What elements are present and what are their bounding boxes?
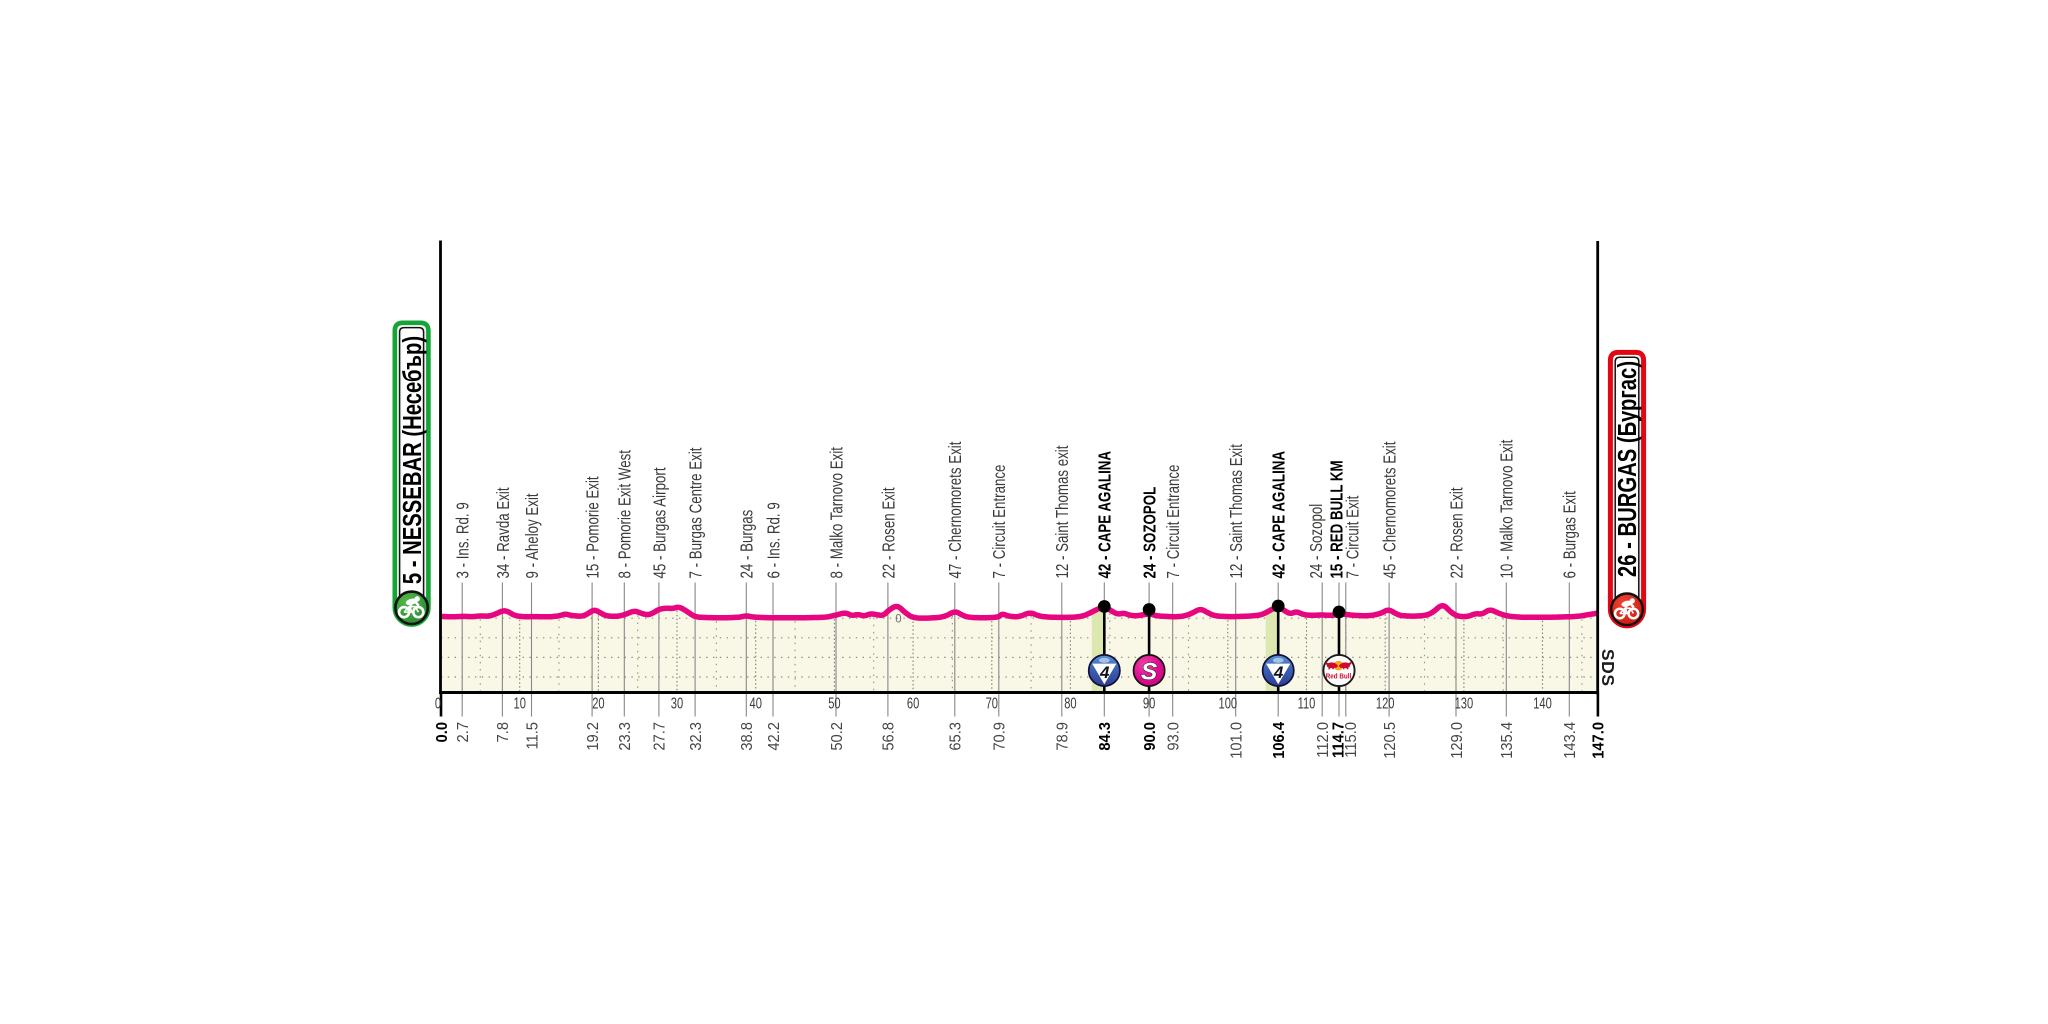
svg-text:84.3: 84.3	[1097, 722, 1115, 751]
svg-text:60: 60	[907, 695, 919, 712]
svg-text:12 - Saint Thomas Exit: 12 - Saint Thomas Exit	[1227, 444, 1246, 579]
svg-text:26 - BURGAS (Бургас): 26 - BURGAS (Бургас)	[1613, 361, 1642, 577]
svg-text:6 - Burgas Exit: 6 - Burgas Exit	[1561, 491, 1580, 579]
svg-text:2.7: 2.7	[454, 722, 472, 742]
svg-text:19.2: 19.2	[584, 722, 602, 751]
svg-text:38.8: 38.8	[739, 722, 757, 751]
svg-text:90.0: 90.0	[1141, 722, 1159, 751]
svg-text:112.0: 112.0	[1314, 722, 1332, 758]
svg-text:115.0: 115.0	[1342, 722, 1360, 758]
svg-text:0.0: 0.0	[433, 722, 451, 742]
svg-text:23.3: 23.3	[617, 722, 635, 751]
svg-text:10 - Malko Tarnovo Exit: 10 - Malko Tarnovo Exit	[1498, 439, 1517, 578]
svg-text:15 - RED BULL KM: 15 - RED BULL KM	[1328, 460, 1347, 578]
svg-text:11.5: 11.5	[524, 722, 542, 750]
svg-text:65.3: 65.3	[947, 722, 965, 751]
svg-text:140: 140	[1533, 695, 1552, 712]
svg-text:34 - Ravda Exit: 34 - Ravda Exit	[494, 487, 513, 579]
svg-text:100: 100	[1218, 695, 1237, 712]
svg-text:90: 90	[1143, 695, 1155, 712]
svg-text:42 - CAPE AGALINA: 42 - CAPE AGALINA	[1096, 451, 1115, 579]
svg-text:20: 20	[592, 695, 604, 712]
svg-text:6 - Ins. Rd. 9: 6 - Ins. Rd. 9	[765, 502, 784, 578]
svg-text:50: 50	[828, 695, 840, 712]
svg-text:110: 110	[1298, 695, 1316, 712]
svg-text:S: S	[1141, 658, 1158, 685]
svg-text:7 - Circuit Entrance: 7 - Circuit Entrance	[990, 464, 1009, 578]
svg-text:8 - Malko Tarnovo Exit: 8 - Malko Tarnovo Exit	[828, 447, 847, 579]
svg-text:129.0: 129.0	[1448, 722, 1466, 759]
svg-text:SDS: SDS	[1598, 649, 1618, 687]
svg-text:0: 0	[435, 695, 441, 712]
svg-text:22 - Rosen Exit: 22 - Rosen Exit	[1448, 487, 1467, 579]
svg-text:7 - Circuit Exit: 7 - Circuit Exit	[1344, 495, 1363, 578]
svg-text:42.2: 42.2	[765, 722, 783, 751]
svg-text:101.0: 101.0	[1228, 722, 1246, 759]
svg-text:40: 40	[749, 695, 761, 712]
svg-text:143.4: 143.4	[1562, 722, 1580, 759]
svg-text:3 - Ins. Rd. 9: 3 - Ins. Rd. 9	[454, 502, 473, 578]
svg-text:30: 30	[671, 695, 683, 712]
svg-text:24 - Burgas: 24 - Burgas	[738, 510, 757, 579]
svg-text:93.0: 93.0	[1165, 722, 1183, 751]
svg-text:130: 130	[1455, 695, 1474, 712]
svg-text:4: 4	[1273, 663, 1284, 682]
svg-text:15 - Pomorie Exit: 15 - Pomorie Exit	[584, 476, 603, 579]
svg-text:12 - Saint Thomas exit: 12 - Saint Thomas exit	[1053, 445, 1072, 578]
svg-text:24 - SOZOPOL: 24 - SOZOPOL	[1141, 486, 1160, 578]
svg-text:22 - Rosen Exit: 22 - Rosen Exit	[880, 487, 899, 579]
svg-text:10: 10	[513, 695, 525, 712]
svg-text:56.8: 56.8	[880, 722, 898, 751]
svg-text:70.9: 70.9	[991, 722, 1009, 751]
svg-text:9 - Aheloy Exit: 9 - Aheloy Exit	[523, 493, 542, 579]
svg-text:78.9: 78.9	[1054, 722, 1072, 751]
svg-text:Red Bull: Red Bull	[1326, 673, 1352, 681]
svg-text:106.4: 106.4	[1270, 722, 1288, 759]
svg-text:7 - Burgas Centre Exit: 7 - Burgas Centre Exit	[687, 447, 706, 578]
svg-text:45 - Burgas Airport: 45 - Burgas Airport	[651, 467, 670, 579]
svg-text:27.7: 27.7	[651, 722, 669, 751]
svg-text:5 - NESSEBAR (Несебър): 5 - NESSEBAR (Несебър)	[397, 336, 426, 584]
svg-text:7.8: 7.8	[495, 722, 513, 742]
svg-text:0: 0	[895, 614, 901, 626]
svg-text:4: 4	[1099, 663, 1110, 682]
svg-text:114.7: 114.7	[1330, 722, 1348, 758]
svg-text:8 - Pomorie Exit West: 8 - Pomorie Exit West	[616, 449, 635, 578]
svg-text:120.5: 120.5	[1381, 722, 1399, 759]
svg-text:135.4: 135.4	[1499, 722, 1517, 759]
svg-text:45 - Chernomorets Exit: 45 - Chernomorets Exit	[1381, 441, 1400, 578]
svg-text:7 - Circuit Entrance: 7 - Circuit Entrance	[1164, 464, 1183, 578]
svg-text:80: 80	[1064, 695, 1076, 712]
svg-text:42 - CAPE AGALINA: 42 - CAPE AGALINA	[1270, 451, 1289, 579]
svg-text:147.0: 147.0	[1590, 722, 1608, 759]
svg-text:120: 120	[1376, 695, 1395, 712]
svg-text:24 - Sozopol: 24 - Sozopol	[1307, 504, 1326, 579]
svg-text:70: 70	[986, 695, 998, 712]
svg-text:32.3: 32.3	[687, 722, 705, 751]
svg-text:50.2: 50.2	[828, 722, 846, 751]
svg-text:47 - Chernomorets Exit: 47 - Chernomorets Exit	[946, 441, 965, 578]
